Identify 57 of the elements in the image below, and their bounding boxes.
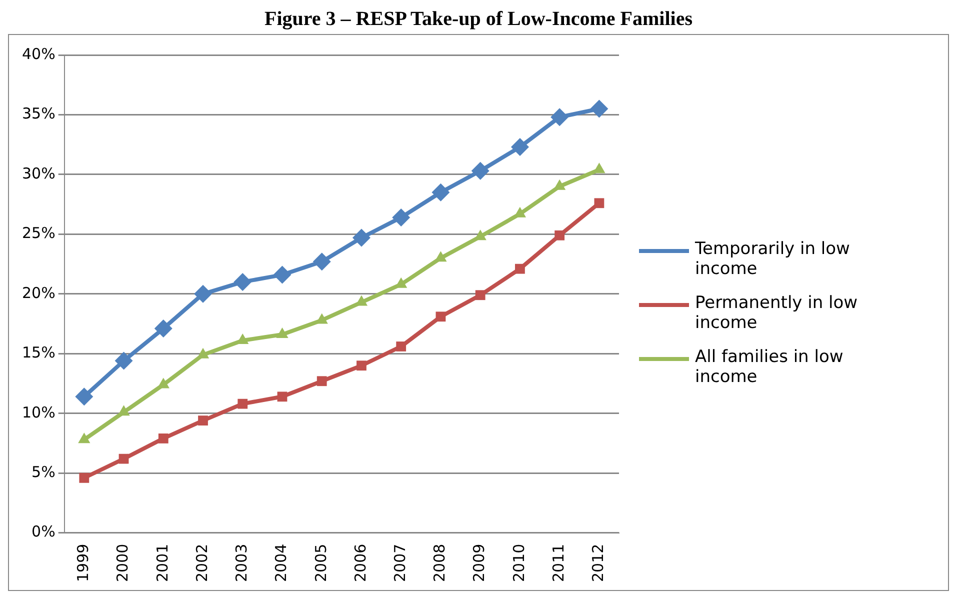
x-tick-label: 2006 bbox=[351, 544, 370, 582]
point bbox=[154, 320, 172, 338]
point bbox=[273, 266, 292, 284]
point bbox=[392, 208, 410, 226]
point bbox=[352, 228, 370, 247]
x-tick-label: 1999 bbox=[74, 544, 92, 582]
y-tick-label: 10% bbox=[22, 403, 56, 422]
y-tick-label: 0% bbox=[32, 522, 56, 541]
point bbox=[277, 392, 288, 402]
x-tick-label: 2009 bbox=[470, 544, 488, 582]
y-tick-label: 20% bbox=[22, 284, 56, 302]
legend-label: All families in low income bbox=[695, 346, 844, 386]
point bbox=[114, 352, 133, 370]
y-tick-label: 5% bbox=[32, 462, 56, 481]
point bbox=[79, 472, 90, 483]
x-tick-label: 2003 bbox=[232, 544, 251, 582]
point bbox=[75, 388, 94, 406]
point bbox=[434, 251, 447, 262]
x-tick-label: 2012 bbox=[589, 544, 608, 582]
point bbox=[510, 138, 529, 156]
x-tick-label: 2010 bbox=[510, 544, 528, 582]
point bbox=[471, 162, 490, 180]
point bbox=[515, 264, 525, 274]
point bbox=[550, 108, 569, 126]
point bbox=[590, 100, 608, 118]
point bbox=[238, 398, 248, 409]
y-tick-label: 30% bbox=[22, 164, 56, 182]
point bbox=[436, 312, 446, 322]
point bbox=[396, 342, 406, 352]
y-tick-label: 25% bbox=[22, 224, 56, 242]
y-tick-label: 15% bbox=[22, 344, 56, 362]
x-tick-label: 2007 bbox=[390, 544, 409, 582]
y-tick-label: 35% bbox=[22, 104, 56, 123]
legend-label: Permanently in low income bbox=[695, 292, 859, 332]
point bbox=[312, 252, 331, 271]
x-tick-label: 2005 bbox=[312, 544, 330, 582]
x-tick-label: 2004 bbox=[272, 544, 290, 582]
point bbox=[118, 454, 129, 464]
x-tick-label: 2001 bbox=[153, 544, 172, 582]
x-tick-label: 2011 bbox=[549, 544, 568, 582]
y-tick-label: 40% bbox=[22, 44, 56, 63]
point bbox=[194, 284, 212, 303]
point bbox=[475, 290, 486, 300]
point bbox=[554, 230, 565, 240]
point bbox=[316, 376, 327, 386]
point bbox=[276, 328, 288, 338]
legend-label: Temporarily in low income bbox=[695, 238, 851, 278]
chart-title: Figure 3 – RESP Take-up of Low-Income Families bbox=[264, 8, 694, 32]
x-tick-label: 2002 bbox=[192, 544, 211, 582]
point bbox=[432, 183, 450, 202]
point bbox=[198, 416, 208, 426]
x-tick-label: 2000 bbox=[114, 544, 132, 582]
point bbox=[594, 198, 604, 208]
point bbox=[158, 434, 168, 444]
point bbox=[356, 360, 366, 371]
x-tick-label: 2008 bbox=[430, 544, 449, 582]
point bbox=[234, 272, 252, 291]
